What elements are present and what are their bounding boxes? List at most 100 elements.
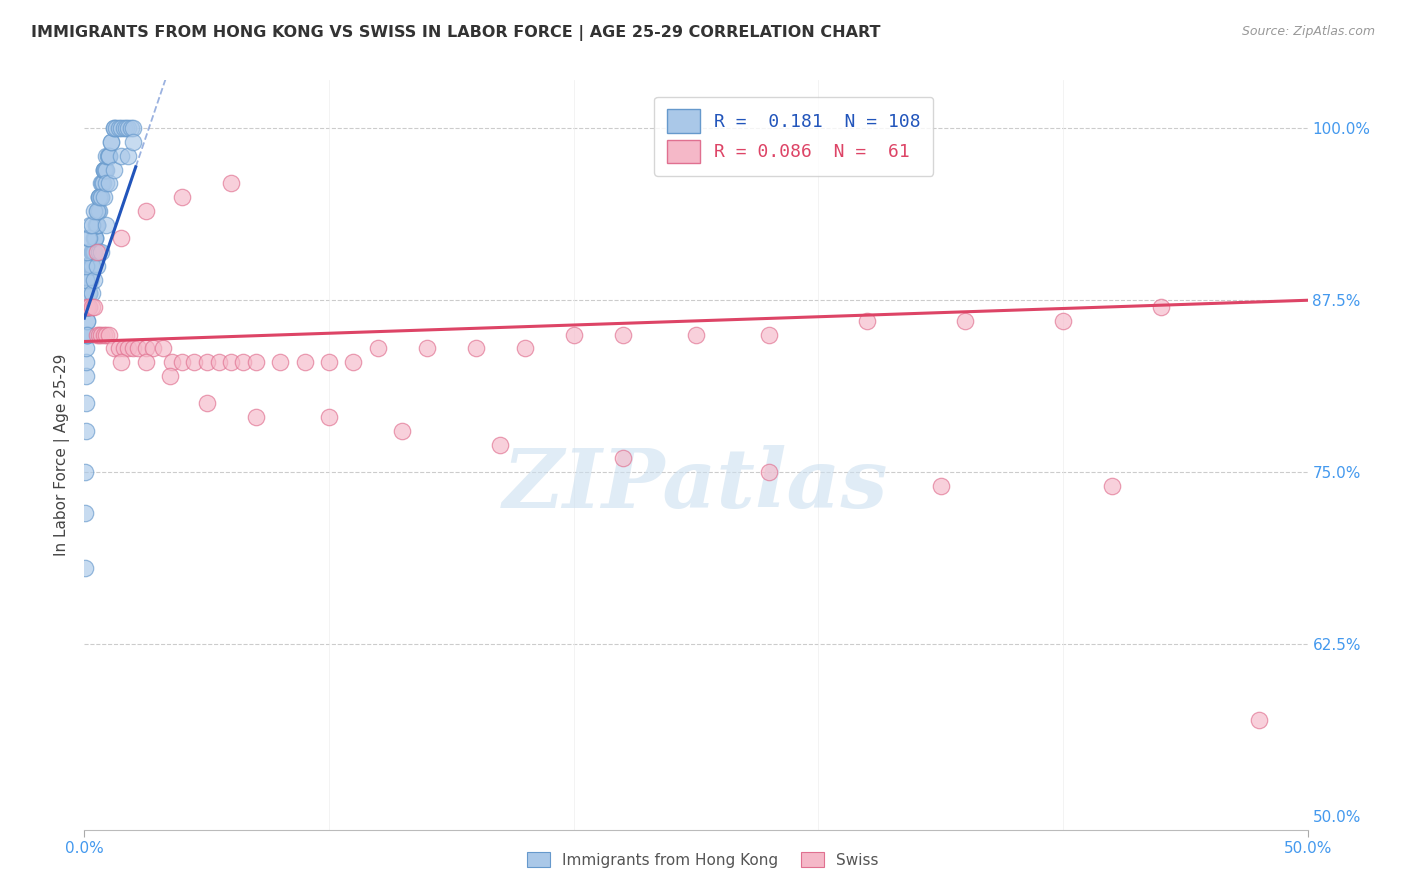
Point [953, 314, 976, 328]
Point [195, 396, 218, 410]
Point [91, 177, 114, 191]
Point [77, 286, 100, 301]
Point [758, 465, 780, 479]
Point [82, 245, 104, 260]
Point [245, 355, 267, 369]
Point [115, 121, 138, 136]
Point [93, 162, 115, 177]
Point [90, 177, 112, 191]
Point [122, 135, 145, 149]
Point [77, 272, 100, 286]
Point [80, 259, 103, 273]
Legend: Immigrants from Hong Kong, Swiss: Immigrants from Hong Kong, Swiss [519, 844, 887, 875]
Point [77, 286, 100, 301]
Point [83, 231, 105, 245]
Point [856, 314, 879, 328]
Point [96, 218, 118, 232]
Point [79, 259, 101, 273]
Point [76, 327, 98, 342]
Point [80, 218, 103, 232]
Point [79, 272, 101, 286]
Point [86, 203, 108, 218]
Point [75, 424, 97, 438]
Point [77, 272, 100, 286]
Point [91, 177, 114, 191]
Point [103, 121, 125, 136]
Point [367, 342, 389, 356]
Point [83, 272, 105, 286]
Point [79, 218, 101, 232]
Point [89, 190, 111, 204]
Point [80, 259, 103, 273]
Point [77, 272, 100, 286]
Point [86, 218, 108, 232]
Point [93, 190, 115, 204]
Point [103, 121, 125, 136]
Point [513, 342, 536, 356]
Point [73, 300, 96, 314]
Point [110, 231, 132, 245]
Point [76, 300, 98, 314]
Point [77, 300, 100, 314]
Point [86, 327, 108, 342]
Point [77, 300, 100, 314]
Point [80, 286, 103, 301]
Point [79, 272, 101, 286]
Point [90, 245, 112, 260]
Point [76, 300, 98, 314]
Point [76, 327, 98, 342]
Point [87, 190, 110, 204]
Point [172, 190, 194, 204]
Point [87, 245, 110, 260]
Point [76, 314, 98, 328]
Point [83, 245, 105, 260]
Point [94, 162, 117, 177]
Point [112, 121, 135, 136]
Point [80, 245, 103, 260]
Point [80, 300, 103, 314]
Point [89, 190, 111, 204]
Point [685, 327, 707, 342]
Point [612, 327, 634, 342]
Point [77, 286, 100, 301]
Point [172, 355, 194, 369]
Point [90, 190, 112, 204]
Point [96, 149, 118, 163]
Point [103, 342, 125, 356]
Point [112, 342, 135, 356]
Point [86, 203, 108, 218]
Point [117, 121, 139, 136]
Point [90, 190, 112, 204]
Point [86, 218, 108, 232]
Point [83, 203, 105, 218]
Point [87, 190, 110, 204]
Point [80, 259, 103, 273]
Point [76, 300, 98, 314]
Point [87, 203, 110, 218]
Point [1101, 479, 1123, 493]
Point [120, 121, 142, 136]
Point [142, 342, 165, 356]
Point [75, 342, 97, 356]
Point [84, 218, 107, 232]
Point [93, 327, 115, 342]
Point [245, 410, 267, 425]
Point [929, 479, 952, 493]
Legend: R =  0.181  N = 108, R = 0.086  N =  61: R = 0.181 N = 108, R = 0.086 N = 61 [654, 97, 934, 176]
Point [318, 410, 340, 425]
Point [1150, 300, 1173, 314]
Point [294, 355, 316, 369]
Point [75, 396, 97, 410]
Point [83, 300, 105, 314]
Point [75, 465, 97, 479]
Point [269, 355, 291, 369]
Point [162, 355, 184, 369]
Point [152, 342, 174, 356]
Point [80, 259, 103, 273]
Point [318, 355, 340, 369]
Point [100, 135, 122, 149]
Point [77, 231, 100, 245]
Point [83, 245, 105, 260]
Point [464, 342, 486, 356]
Point [97, 327, 120, 342]
